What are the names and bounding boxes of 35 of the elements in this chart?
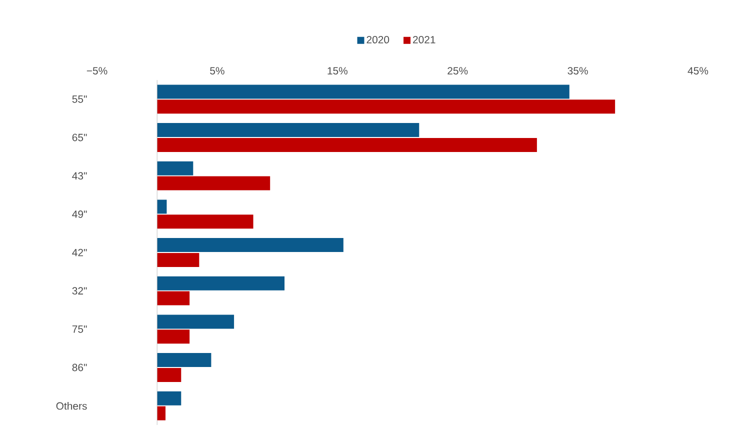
x-tick-label: −5%: [86, 67, 108, 74]
y-tick-label: 86": [72, 364, 87, 372]
x-tick-label: 25%: [448, 67, 468, 74]
bar: [157, 214, 254, 229]
y-tick-label: 75": [72, 326, 87, 333]
y-tick-label: 32": [72, 287, 87, 295]
legend-label: 2020: [366, 36, 390, 44]
y-tick-label: 49": [72, 210, 87, 218]
x-tick-label: 35%: [568, 67, 588, 74]
bar: [157, 406, 166, 420]
bar: [157, 100, 616, 114]
y-tick-label: 42": [72, 248, 87, 256]
y-tick-label: 55": [72, 96, 87, 103]
bar: [157, 368, 182, 382]
bar: [157, 84, 570, 99]
x-tick-label: 45%: [688, 67, 708, 74]
y-tick-label: Others: [56, 402, 87, 410]
bar: [157, 176, 270, 190]
bar: [157, 276, 285, 290]
bar: [157, 391, 182, 406]
bar: [157, 330, 190, 344]
y-tick-label: 43": [72, 172, 87, 180]
x-tick-label: 5%: [210, 67, 224, 74]
legend-label: 2021: [413, 36, 436, 44]
bar: [157, 123, 420, 138]
bar: [157, 314, 234, 329]
bar: [157, 200, 167, 214]
bar: [157, 291, 190, 306]
bar: [157, 252, 200, 267]
bar: [157, 238, 344, 252]
bar: [157, 353, 212, 368]
y-tick-label: 65": [72, 134, 87, 142]
bar: [157, 161, 194, 176]
bar: [157, 138, 537, 152]
x-tick-label: 15%: [328, 67, 348, 74]
